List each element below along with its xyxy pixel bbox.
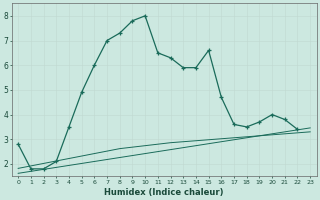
X-axis label: Humidex (Indice chaleur): Humidex (Indice chaleur) bbox=[104, 188, 224, 197]
